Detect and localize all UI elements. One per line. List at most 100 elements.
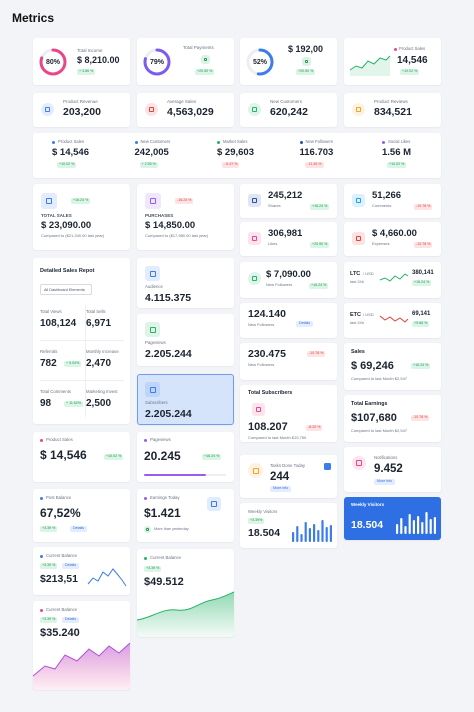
- icon-glyph: [149, 197, 157, 205]
- icon-glyph: [149, 326, 156, 333]
- ring-percent: 52%: [252, 59, 267, 66]
- text: $213,51: [40, 573, 78, 585]
- bar: [292, 532, 295, 542]
- dot: [134, 141, 138, 144]
- label: Pageviews: [150, 437, 171, 442]
- icon-glyph: [146, 528, 149, 531]
- card-title: Total Earnings: [351, 401, 388, 407]
- change-badge: + 2.55 %: [139, 162, 158, 168]
- change-badge: +9.68 %: [412, 321, 430, 327]
- card-title: Detailed Sales Repot: [40, 268, 95, 274]
- area: [33, 643, 130, 690]
- progress-fill: [144, 474, 206, 476]
- change-badge: +10.02 %: [104, 454, 124, 460]
- label: Weekly Visitors: [248, 509, 278, 514]
- label: Monthly Increase: [86, 349, 119, 354]
- text: 67,52%: [40, 506, 81, 520]
- icon: [145, 382, 160, 397]
- text: 782: [40, 358, 57, 369]
- label: New Customers: [270, 99, 303, 104]
- label: Pageviews: [145, 340, 166, 345]
- change-badge: +10.02 %: [387, 162, 407, 168]
- sparkline: [349, 55, 391, 71]
- button[interactable]: Details: [70, 526, 87, 533]
- text: 2,470: [86, 358, 112, 369]
- text: 620,242: [270, 106, 308, 118]
- bar: [404, 526, 407, 534]
- icon-glyph: [304, 59, 309, 64]
- text: 9.452: [374, 463, 403, 475]
- card: [240, 385, 337, 442]
- note: More than yesterday: [154, 527, 189, 531]
- card-title: Sales: [351, 349, 365, 355]
- card: [33, 547, 130, 595]
- text: 2.205.244: [145, 348, 192, 360]
- card: [137, 314, 234, 366]
- icon: [207, 497, 221, 511]
- label: New Followers: [248, 322, 275, 327]
- change-badge: +20.50 %: [195, 69, 215, 75]
- text: $1.421: [144, 506, 181, 520]
- text: 20.245: [144, 449, 181, 463]
- text: 306,981: [268, 228, 303, 239]
- text: 51,266: [372, 190, 402, 201]
- change-badge: + 11.62%: [64, 401, 84, 407]
- button[interactable]: More info: [270, 486, 291, 493]
- label: PURCHASES: [145, 213, 174, 218]
- divider: [85, 305, 86, 417]
- text: 4.115.375: [145, 292, 192, 304]
- ring-arc: [143, 48, 171, 76]
- button[interactable]: Details: [296, 321, 313, 328]
- divider: [40, 380, 124, 381]
- bar: [317, 530, 320, 542]
- dropdown[interactable]: [40, 284, 92, 295]
- text: 2.205.244: [145, 408, 192, 420]
- ring-percent: 79%: [149, 59, 164, 66]
- bar: [421, 522, 424, 534]
- dot: [144, 497, 147, 500]
- label: Total Sells: [86, 309, 106, 314]
- icon-glyph: [149, 270, 156, 277]
- checkbox[interactable]: [324, 463, 331, 470]
- label: Notifications: [374, 455, 398, 460]
- icon: [352, 194, 365, 207]
- text: 124.140: [248, 308, 286, 320]
- note: Compared to last Month $2,547: [351, 376, 408, 381]
- label: Comments: [372, 203, 392, 208]
- label: Product Reviews: [374, 99, 408, 104]
- icon-glyph: [44, 106, 51, 113]
- label: Subscribers: [145, 400, 168, 405]
- label: Social Likes: [388, 139, 411, 144]
- change-badge: +16.24 %: [202, 454, 222, 460]
- card-title: Total Subscribers: [248, 390, 293, 396]
- period: last 24h: [350, 279, 365, 284]
- text: $ 7,090.00: [266, 269, 311, 280]
- text: 242,005: [134, 147, 169, 158]
- bar: [329, 525, 332, 542]
- button[interactable]: More info: [374, 479, 395, 486]
- icon-glyph: [255, 406, 262, 413]
- button[interactable]: Details: [62, 563, 79, 570]
- line: [87, 568, 127, 587]
- button[interactable]: Details: [62, 617, 79, 624]
- unit: / USD: [363, 312, 374, 317]
- progress-ring: [143, 48, 171, 76]
- bar: [425, 512, 428, 534]
- dot: [40, 555, 43, 558]
- label: Total Comments: [40, 389, 72, 394]
- text: 108.207: [248, 421, 288, 433]
- change-badge: + 5.04%: [64, 361, 82, 367]
- text: 230.475: [248, 348, 286, 360]
- dot: [52, 141, 55, 144]
- dot: [382, 141, 385, 144]
- change-badge: +20.50 %: [310, 242, 330, 248]
- icon-glyph: [203, 57, 208, 62]
- sparkline: [379, 315, 409, 323]
- unit: / USD: [363, 271, 374, 276]
- label: Audience: [145, 284, 163, 289]
- label: TOTAL SALES: [41, 213, 72, 218]
- bar: [304, 522, 307, 542]
- label: Total Views: [40, 309, 62, 314]
- card: [137, 184, 234, 250]
